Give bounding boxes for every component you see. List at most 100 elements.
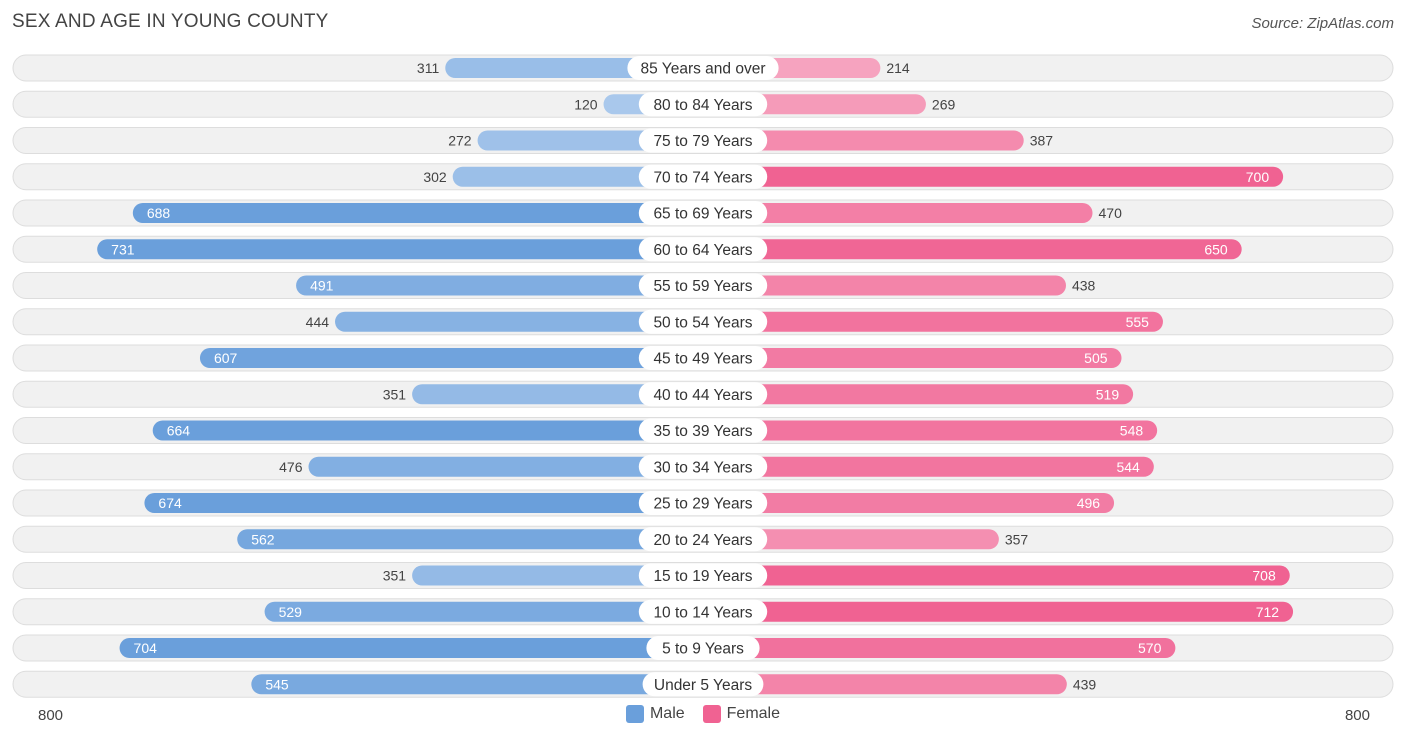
legend-male[interactable]: Male bbox=[625, 705, 685, 723]
category-label: 85 Years and over bbox=[641, 61, 766, 78]
axis-left-label: 800 bbox=[38, 707, 64, 724]
category-label: 55 to 59 Years bbox=[653, 278, 752, 295]
male-bar bbox=[97, 239, 704, 260]
male-value-label: 311 bbox=[417, 60, 440, 76]
population-pyramid-chart: 311 214 85 Years and over 120 269 80 to 84 Ye… bbox=[12, 54, 1394, 698]
category-pill bbox=[638, 563, 768, 588]
female-value-label: 555 bbox=[1126, 314, 1150, 330]
female-bar bbox=[703, 529, 999, 550]
male-bar bbox=[251, 674, 704, 695]
category-label: 70 to 74 Years bbox=[653, 169, 752, 186]
female-value-label: 708 bbox=[1252, 568, 1276, 584]
male-value-label: 120 bbox=[574, 96, 598, 112]
category-label: 5 to 9 Years bbox=[662, 641, 744, 658]
legend-female-swatch bbox=[702, 705, 721, 723]
category-pill bbox=[638, 273, 768, 298]
female-bar bbox=[703, 601, 1294, 622]
male-value-label: 731 bbox=[111, 241, 135, 257]
male-value-label: 704 bbox=[134, 640, 158, 656]
category-label: 10 to 14 Years bbox=[653, 604, 752, 621]
female-bar bbox=[703, 275, 1066, 296]
female-bar bbox=[703, 565, 1290, 586]
legend-male-label: Male bbox=[649, 705, 685, 722]
female-bar bbox=[703, 638, 1176, 658]
category-label: 20 to 24 Years bbox=[653, 532, 752, 549]
female-bar bbox=[703, 493, 1115, 513]
female-value-label: 548 bbox=[1120, 423, 1144, 439]
female-value-label: 439 bbox=[1073, 676, 1097, 692]
male-value-label: 491 bbox=[310, 278, 334, 294]
male-value-label: 444 bbox=[306, 314, 330, 330]
male-bar bbox=[264, 601, 703, 622]
male-bar bbox=[199, 348, 704, 368]
legend-female[interactable]: Female bbox=[702, 705, 781, 723]
source-label: Source: ZipAtlas.com bbox=[1251, 15, 1394, 32]
category-label: 25 to 29 Years bbox=[653, 496, 752, 513]
male-bar bbox=[152, 420, 703, 441]
female-value-label: 700 bbox=[1246, 169, 1270, 185]
female-value-label: 269 bbox=[932, 96, 956, 112]
male-value-label: 664 bbox=[167, 423, 191, 439]
category-label: 45 to 49 Years bbox=[653, 351, 752, 368]
category-label: 50 to 54 Years bbox=[653, 314, 752, 331]
category-pill bbox=[638, 201, 768, 225]
category-label: 40 to 44 Years bbox=[653, 387, 752, 404]
category-pill bbox=[638, 346, 768, 370]
category-label: 35 to 39 Years bbox=[653, 423, 752, 440]
female-value-label: 357 bbox=[1005, 531, 1029, 547]
male-value-label: 674 bbox=[158, 495, 182, 511]
male-value-label: 545 bbox=[265, 676, 289, 692]
category-pill bbox=[638, 237, 768, 262]
female-bar bbox=[703, 456, 1154, 477]
female-value-label: 570 bbox=[1138, 640, 1162, 656]
chart-title: SEX AND AGE IN YOUNG COUNTY bbox=[12, 11, 329, 32]
female-bar bbox=[703, 166, 1284, 187]
female-bar bbox=[703, 674, 1067, 695]
female-value-label: 470 bbox=[1099, 205, 1123, 221]
male-bar bbox=[335, 311, 703, 332]
male-value-label: 272 bbox=[448, 133, 472, 149]
female-bar bbox=[703, 239, 1242, 260]
legend-male-swatch bbox=[625, 705, 644, 723]
male-bar bbox=[237, 529, 703, 550]
male-value-label: 476 bbox=[279, 459, 303, 475]
female-bar bbox=[703, 420, 1158, 441]
category-label: 65 to 69 Years bbox=[653, 206, 752, 223]
male-bar bbox=[144, 493, 704, 513]
male-value-label: 351 bbox=[383, 568, 407, 584]
female-bar bbox=[703, 384, 1134, 405]
male-value-label: 562 bbox=[251, 531, 275, 547]
female-value-label: 505 bbox=[1084, 350, 1108, 366]
category-label: Under 5 Years bbox=[654, 677, 752, 694]
female-bar bbox=[703, 348, 1122, 368]
female-value-label: 496 bbox=[1077, 495, 1101, 511]
female-value-label: 438 bbox=[1072, 278, 1096, 294]
category-pill bbox=[638, 164, 768, 189]
female-value-label: 387 bbox=[1030, 133, 1054, 149]
category-pill bbox=[638, 454, 768, 479]
male-value-label: 351 bbox=[383, 386, 407, 402]
category-pill bbox=[642, 672, 764, 697]
category-pill bbox=[638, 599, 768, 624]
axis-right-label: 800 bbox=[1344, 707, 1370, 724]
male-value-label: 529 bbox=[279, 604, 303, 620]
category-label: 15 to 19 Years bbox=[653, 568, 752, 585]
male-bar bbox=[412, 384, 703, 405]
male-bar bbox=[132, 203, 703, 223]
category-label: 80 to 84 Years bbox=[653, 97, 752, 114]
legend-female-label: Female bbox=[726, 705, 781, 722]
category-pill bbox=[638, 309, 768, 334]
legend: Male Female bbox=[0, 705, 1406, 723]
male-value-label: 302 bbox=[423, 169, 447, 185]
male-bar bbox=[412, 565, 703, 586]
category-pill bbox=[627, 56, 779, 80]
male-bar bbox=[119, 638, 703, 658]
male-bar bbox=[308, 456, 703, 477]
female-bar bbox=[703, 130, 1024, 151]
female-value-label: 519 bbox=[1096, 386, 1120, 402]
category-label: 30 to 34 Years bbox=[653, 459, 752, 476]
category-pill bbox=[638, 92, 768, 117]
category-pill bbox=[638, 128, 768, 153]
category-pill bbox=[638, 491, 768, 515]
male-bar bbox=[296, 275, 703, 296]
